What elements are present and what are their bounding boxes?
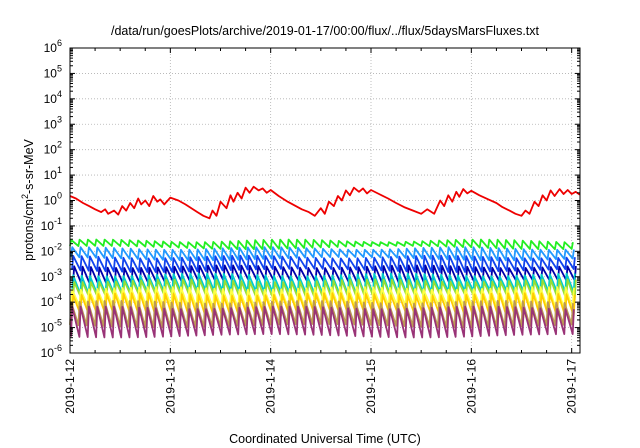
x-tick-label: 2019-1-15 xyxy=(364,359,378,414)
y-tick-base: 10 xyxy=(41,295,55,309)
y-tick-exp: -1 xyxy=(54,216,62,226)
x-tick-label: 2019-1-14 xyxy=(264,359,278,414)
y-axis-label-tail: -s-sr-MeV xyxy=(22,138,36,194)
y-axis-label-main: protons/cm xyxy=(22,199,36,261)
y-tick-base: 10 xyxy=(41,244,55,258)
series-line xyxy=(71,254,576,273)
y-tick-base: 10 xyxy=(41,219,55,233)
y-tick-base: 10 xyxy=(44,92,58,106)
ticks xyxy=(69,47,580,354)
y-tick-base: 10 xyxy=(44,66,58,80)
series-line xyxy=(70,305,575,339)
y-tick-base: 10 xyxy=(44,143,58,157)
y-tick-exp: -3 xyxy=(54,267,62,277)
y-tick-label: 10-4 xyxy=(41,292,62,309)
y-tick-exp: 2 xyxy=(57,140,62,150)
y-tick-labels: 10-610-510-410-310-210-11001011021031041… xyxy=(41,38,62,360)
y-tick-label: 101 xyxy=(44,165,62,182)
y-tick-label: 10-6 xyxy=(41,343,62,360)
y-tick-base: 10 xyxy=(44,168,58,182)
x-tick-label: 2019-1-13 xyxy=(163,359,177,414)
x-tick-label: 2019-1-12 xyxy=(63,359,77,414)
y-tick-exp: 6 xyxy=(57,38,62,48)
series-line xyxy=(69,238,574,251)
y-tick-label: 10-5 xyxy=(41,318,62,335)
y-tick-label: 10-2 xyxy=(41,241,62,258)
y-tick-base: 10 xyxy=(44,41,58,55)
series-line xyxy=(70,246,575,262)
y-tick-exp: -6 xyxy=(54,343,62,353)
y-tick-label: 100 xyxy=(44,191,62,208)
y-tick-exp: 3 xyxy=(57,114,62,124)
y-tick-label: 103 xyxy=(44,114,62,131)
y-tick-exp: 5 xyxy=(57,63,62,73)
y-tick-label: 104 xyxy=(44,89,62,106)
y-tick-exp: -5 xyxy=(54,318,62,328)
y-tick-label: 105 xyxy=(44,63,62,80)
x-axis-label: Coordinated Universal Time (UTC) xyxy=(229,432,421,446)
series-line xyxy=(69,299,574,329)
y-tick-base: 10 xyxy=(41,321,55,335)
x-tick-label: 2019-1-17 xyxy=(565,359,579,414)
y-axis-label: protons/cm2-s-sr-MeV xyxy=(20,138,36,260)
y-tick-exp: 0 xyxy=(57,191,62,201)
y-tick-label: 106 xyxy=(44,38,62,55)
y-tick-base: 10 xyxy=(44,117,58,131)
y-tick-base: 10 xyxy=(41,346,55,360)
chart-title: /data/run/goesPlots/archive/2019-01-17/0… xyxy=(111,24,540,38)
y-tick-exp: -2 xyxy=(54,241,62,251)
y-tick-exp: -4 xyxy=(54,292,62,302)
x-tick-label: 2019-1-16 xyxy=(464,359,478,414)
series-line xyxy=(69,185,581,220)
y-tick-label: 10-1 xyxy=(41,216,62,233)
y-axis-label-sup: 2 xyxy=(20,194,30,199)
y-tick-exp: 4 xyxy=(57,89,62,99)
series-group xyxy=(69,185,581,339)
y-tick-exp: 1 xyxy=(57,165,62,175)
y-tick-base: 10 xyxy=(44,194,58,208)
y-tick-base: 10 xyxy=(41,270,55,284)
y-tick-label: 10-3 xyxy=(41,267,62,284)
x-tick-labels: 2019-1-12 2019-1-13 2019-1-14 2019-1-15 2019… xyxy=(63,359,579,414)
y-tick-label: 102 xyxy=(44,140,62,157)
